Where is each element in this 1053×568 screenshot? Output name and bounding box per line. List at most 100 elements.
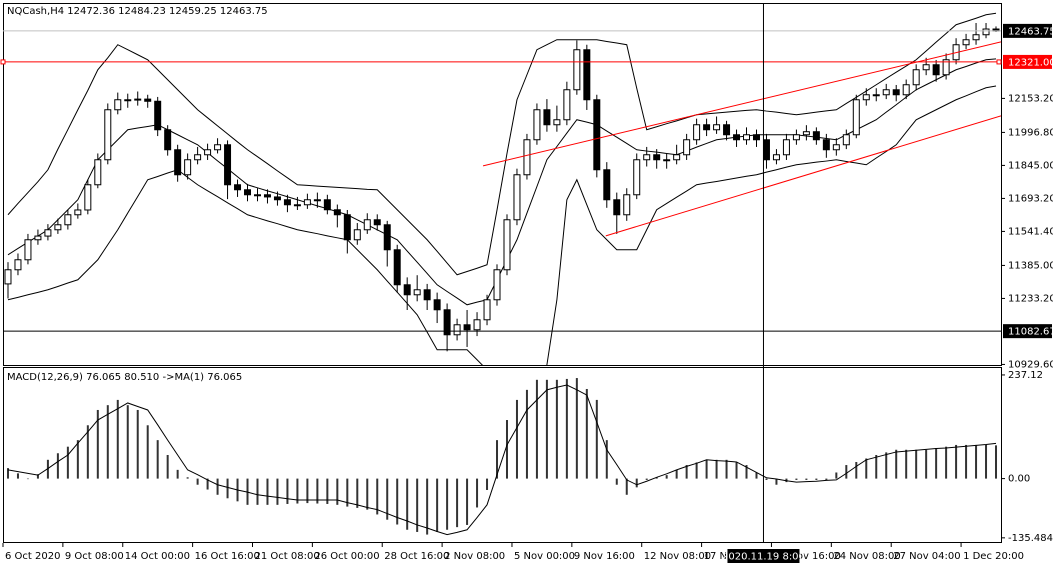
candle-body [144, 98, 152, 102]
macd-bar [96, 409, 99, 479]
macd-bar [256, 478, 259, 505]
macd-bar [196, 478, 199, 485]
macd-bar [156, 440, 159, 479]
macd-bar [406, 478, 409, 530]
candle-body [413, 289, 421, 296]
candle-body [872, 94, 880, 97]
y-tick-label: 237.12 [1008, 370, 1043, 381]
candle-body [303, 199, 311, 206]
macd-bar [755, 472, 758, 479]
macd-bar [505, 420, 508, 479]
trend-line [605, 115, 1001, 237]
macd-bar [106, 405, 109, 479]
x-tick-label: 2 Nov 08:00 [444, 551, 505, 562]
candle-body [84, 184, 92, 211]
candle-body [782, 139, 790, 156]
macd-bar [705, 459, 708, 479]
macd-bar [965, 444, 968, 479]
macd-bar [446, 478, 449, 530]
macd-bar [645, 478, 648, 480]
macd-bar [276, 478, 279, 505]
macd-bar [915, 449, 918, 479]
candle-body [293, 204, 301, 207]
candle-body [723, 124, 731, 136]
candle-body [693, 124, 701, 141]
candle-body [473, 319, 481, 331]
candle-body [363, 219, 371, 231]
macd-bar [306, 478, 309, 504]
macd-bar [665, 475, 668, 479]
macd-bar [86, 425, 89, 479]
macd-bar [895, 449, 898, 479]
macd-bar [955, 444, 958, 479]
candle-body [902, 84, 910, 96]
candle-body [333, 209, 341, 216]
candle-body [663, 159, 671, 162]
x-tick-label: 27 Nov 04:00 [893, 551, 960, 562]
x-tick-label: 5 Nov 00:00 [514, 551, 575, 562]
candle-body [912, 69, 920, 86]
candle-body [273, 196, 281, 201]
macd-bar [935, 448, 938, 479]
y-tick-label: 11693.20 [1008, 193, 1053, 204]
macd-bar [186, 477, 189, 479]
candle-body [253, 194, 261, 197]
crosshair-price-label: 11082.67 [1008, 327, 1053, 338]
macd-bar [436, 478, 439, 532]
candle-body [124, 99, 132, 102]
candle-body [792, 134, 800, 141]
macd-bar [416, 478, 419, 532]
candle-body [234, 184, 242, 191]
macd-bar [456, 478, 459, 528]
x-tick-label: 16 Oct 16:00 [195, 551, 260, 562]
macd-bar [286, 478, 289, 504]
macd-bar [366, 478, 369, 510]
candle-body [593, 99, 601, 171]
crosshair-time-label: 2020.11.19 8:00 [722, 552, 805, 563]
candle-body [752, 134, 760, 141]
candle-body [64, 214, 72, 226]
candle-body [214, 144, 222, 151]
macd-bar [336, 478, 339, 505]
macd-bar [595, 399, 598, 479]
candle-body [503, 219, 511, 271]
macd-bar [466, 478, 469, 525]
candle-body [733, 134, 741, 141]
crosshair-price-label-box [1003, 324, 1052, 339]
candle-body [832, 144, 840, 151]
candle-body [14, 259, 22, 271]
macd-bar [36, 474, 39, 479]
candle-body [443, 309, 451, 336]
candle-body [523, 139, 531, 176]
macd-bar [605, 440, 608, 479]
candle-body [862, 94, 870, 101]
candle-body [194, 154, 202, 161]
macd-bar [266, 478, 269, 505]
macd-bar [555, 379, 558, 479]
candle-body [842, 134, 850, 146]
last-price-label: 12463.75 [1008, 26, 1053, 37]
candle-body [453, 324, 461, 336]
x-tick-label: 9 Nov 16:00 [574, 551, 635, 562]
candle-body [463, 324, 471, 331]
macd-bar [346, 478, 349, 507]
macd-bar [535, 379, 538, 479]
macd-bar [166, 455, 169, 479]
macd-bar [845, 465, 848, 479]
macd-bar [825, 478, 828, 480]
macd-bar [805, 478, 808, 480]
y-tick-label: 11233.20 [1008, 293, 1053, 304]
y-tick-label: 11845.00 [1008, 160, 1053, 171]
candle-body [613, 199, 621, 216]
candle-body [114, 99, 122, 111]
candle-body [323, 199, 331, 211]
macd-bar [565, 378, 568, 479]
crosshair-time-box [727, 549, 800, 563]
candle-body [224, 144, 232, 186]
main-panel-frame [3, 3, 1002, 366]
candle-body [393, 249, 401, 286]
macd-plot [6, 378, 998, 536]
macd-bar [855, 461, 858, 479]
y-tick-label: -135.484 [1008, 533, 1053, 544]
candle-body [54, 224, 62, 231]
